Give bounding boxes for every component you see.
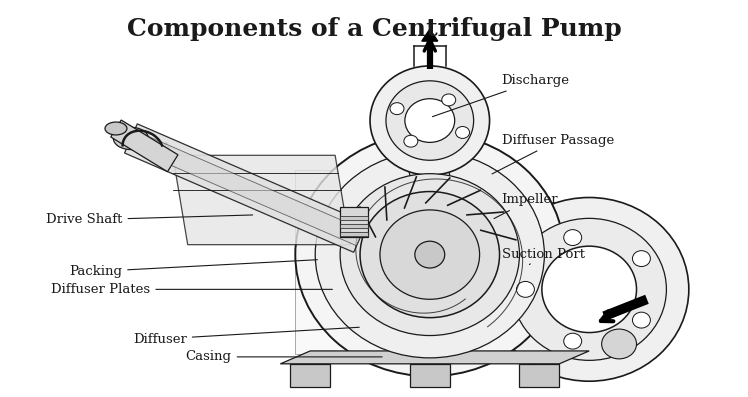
Polygon shape bbox=[127, 130, 364, 246]
Text: Diffuser: Diffuser bbox=[133, 327, 359, 345]
Text: Components of a Centrifugal Pump: Components of a Centrifugal Pump bbox=[126, 17, 622, 41]
Text: Drive Shaft: Drive Shaft bbox=[46, 213, 253, 226]
Ellipse shape bbox=[564, 229, 582, 245]
Ellipse shape bbox=[370, 66, 490, 175]
Polygon shape bbox=[280, 351, 589, 364]
Ellipse shape bbox=[295, 133, 564, 376]
Text: Impeller: Impeller bbox=[494, 193, 558, 219]
Ellipse shape bbox=[601, 329, 637, 359]
Ellipse shape bbox=[340, 173, 519, 335]
Text: Packing: Packing bbox=[69, 260, 317, 278]
Bar bbox=[340, 207, 368, 237]
Polygon shape bbox=[111, 120, 178, 172]
Ellipse shape bbox=[380, 210, 479, 299]
Text: Discharge: Discharge bbox=[432, 74, 569, 117]
Ellipse shape bbox=[105, 122, 127, 135]
Polygon shape bbox=[173, 155, 350, 245]
Polygon shape bbox=[410, 364, 450, 387]
Ellipse shape bbox=[456, 127, 470, 139]
Ellipse shape bbox=[386, 81, 473, 160]
Bar bbox=[340, 216, 368, 220]
Ellipse shape bbox=[360, 191, 500, 318]
Ellipse shape bbox=[633, 312, 651, 328]
Ellipse shape bbox=[564, 333, 582, 349]
Polygon shape bbox=[290, 364, 330, 387]
Ellipse shape bbox=[512, 218, 666, 360]
Polygon shape bbox=[295, 170, 400, 354]
Ellipse shape bbox=[633, 251, 651, 266]
Ellipse shape bbox=[390, 103, 404, 115]
Ellipse shape bbox=[542, 246, 637, 333]
Polygon shape bbox=[125, 124, 367, 252]
Ellipse shape bbox=[405, 99, 455, 143]
Ellipse shape bbox=[516, 281, 534, 297]
Text: Casing: Casing bbox=[186, 351, 382, 363]
Ellipse shape bbox=[490, 197, 689, 381]
Ellipse shape bbox=[404, 135, 418, 147]
Ellipse shape bbox=[442, 94, 456, 106]
Bar bbox=[340, 232, 368, 236]
Bar bbox=[340, 224, 368, 228]
Text: Suction Port: Suction Port bbox=[501, 248, 584, 264]
Ellipse shape bbox=[315, 151, 545, 358]
Text: Diffuser Plates: Diffuser Plates bbox=[51, 283, 332, 296]
Ellipse shape bbox=[114, 127, 148, 150]
Polygon shape bbox=[519, 364, 560, 387]
Text: Diffuser Passage: Diffuser Passage bbox=[492, 134, 614, 174]
Polygon shape bbox=[422, 29, 438, 41]
Ellipse shape bbox=[415, 241, 445, 268]
